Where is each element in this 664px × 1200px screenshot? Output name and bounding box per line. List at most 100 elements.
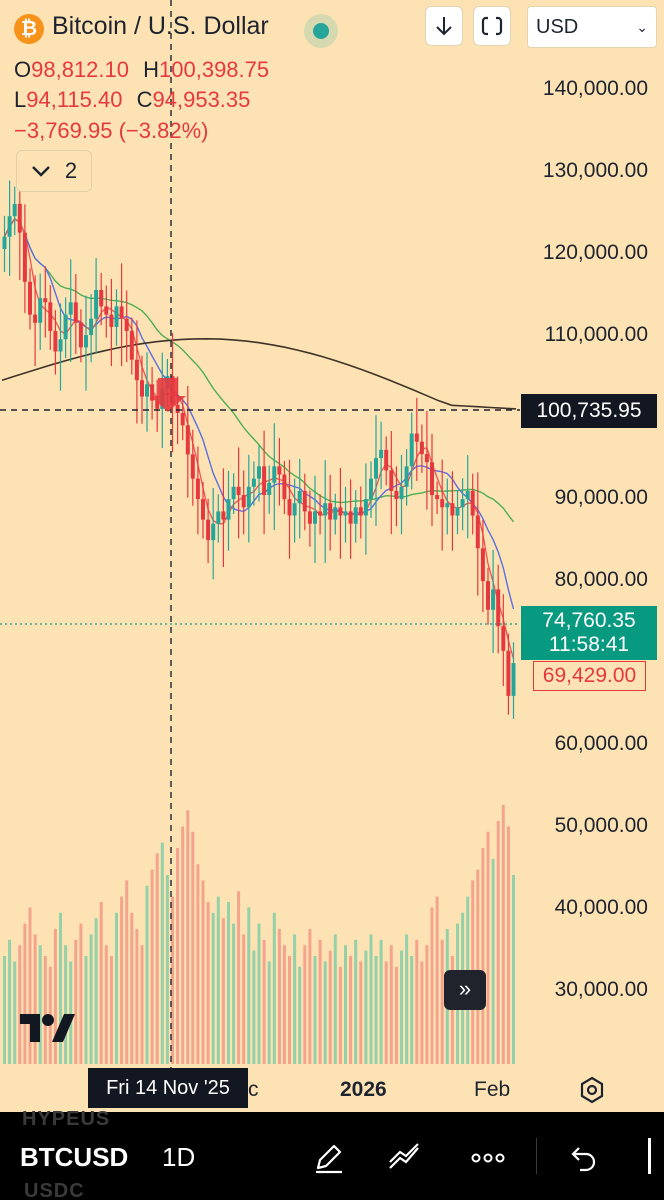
bitcoin-logo-icon: ₿ <box>14 14 44 44</box>
candle-body <box>440 499 445 508</box>
arrow-down-icon <box>436 17 452 36</box>
candle-body <box>206 519 211 541</box>
volume-bar <box>150 869 154 1064</box>
candle-body <box>282 474 287 500</box>
last-price-label: 74,760.35 11:58:41 <box>521 606 657 660</box>
symbol-title[interactable]: Bitcoin / U.S. Dollar <box>52 12 269 40</box>
volume-bar <box>293 934 297 1064</box>
volume-bar <box>43 956 47 1064</box>
candle-body <box>22 232 27 282</box>
candle-body <box>150 384 155 401</box>
candle-body <box>369 478 373 500</box>
candle-body <box>89 318 94 336</box>
candle-body <box>262 466 267 495</box>
candle-body <box>307 511 312 524</box>
volume-bar <box>64 945 68 1064</box>
candle-body <box>211 523 216 541</box>
candle-body <box>348 511 353 524</box>
tradingview-logo-icon[interactable] <box>18 1012 76 1044</box>
symbol-selector[interactable]: BTCUSD <box>20 1142 129 1172</box>
candle-body <box>450 503 455 516</box>
chart-settings-gear-icon[interactable] <box>578 1076 606 1104</box>
candle-body <box>292 503 297 516</box>
candle-body <box>201 499 205 520</box>
candle-body <box>12 203 17 217</box>
candle-body <box>114 306 119 327</box>
volume-bar <box>115 912 118 1064</box>
trend-line-tools-button[interactable] <box>380 1136 428 1180</box>
volume-bar <box>318 939 322 1064</box>
volume-bar <box>201 880 205 1064</box>
low-label: L <box>14 87 27 112</box>
more-button[interactable] <box>464 1136 512 1180</box>
crosshair-date-label: Fri 14 Nov '25 <box>88 1068 248 1108</box>
volume-bar <box>79 923 83 1064</box>
candle-body <box>374 458 378 479</box>
volume-bar <box>186 810 190 1064</box>
redo-button-edge[interactable] <box>648 1138 651 1174</box>
price-tick: 120,000.00 <box>542 241 648 264</box>
interval-selector[interactable]: 1D <box>162 1142 196 1172</box>
volume-bar <box>165 875 169 1064</box>
indicators-toggle-button[interactable]: 2 <box>16 150 92 192</box>
drawing-tools-button[interactable] <box>304 1136 352 1180</box>
currency-select[interactable]: USD ⌄ <box>527 6 657 48</box>
candle-body <box>430 462 434 495</box>
volume-bar <box>18 945 22 1064</box>
ohlc-row-1: O98,812.10 H100,398.75 <box>14 57 269 83</box>
open-label: O <box>14 57 32 82</box>
volume-bar <box>69 961 73 1064</box>
candle-body <box>511 663 516 696</box>
volume-bars <box>3 804 515 1064</box>
candle-body <box>119 306 124 319</box>
candle-body <box>84 335 88 348</box>
volume-bar <box>344 945 347 1064</box>
volume-bar <box>237 891 241 1064</box>
pen-icon <box>316 1144 342 1174</box>
time-label-month: Feb <box>474 1078 511 1101</box>
candle-body <box>501 626 506 651</box>
candle-body <box>78 322 83 348</box>
open-value: 98,812.10 <box>31 57 129 82</box>
volume-bar <box>242 934 246 1064</box>
volume-bar <box>496 821 500 1064</box>
fullscreen-button[interactable] <box>473 6 511 46</box>
volume-bar <box>130 912 134 1064</box>
high-value: 100,398.75 <box>159 57 270 82</box>
volume-bar <box>227 902 230 1064</box>
candle-body <box>226 499 231 520</box>
candle-body <box>491 589 496 610</box>
candle-body <box>267 482 272 495</box>
candle-body <box>358 507 363 516</box>
volume-bar <box>303 945 307 1064</box>
candle-body <box>318 511 323 516</box>
candle-body <box>419 441 424 454</box>
candle-body <box>185 425 190 455</box>
bottom-toolbar <box>0 1112 664 1200</box>
volume-bar <box>481 848 485 1064</box>
candle-body <box>17 203 22 233</box>
volume-bar <box>109 956 113 1064</box>
low-value: 94,115.40 <box>26 87 123 112</box>
volume-bar <box>277 929 281 1064</box>
candle-body <box>409 433 414 467</box>
volume-bar <box>400 950 403 1064</box>
download-button[interactable] <box>425 6 463 46</box>
price-chart[interactable] <box>0 0 664 1112</box>
candle-body <box>94 290 99 319</box>
candle-body <box>155 400 160 409</box>
scroll-to-realtime-button[interactable]: » <box>444 970 486 1010</box>
volume-bar <box>349 956 353 1064</box>
symbol-list-prev[interactable]: HYPEUS <box>22 1108 111 1130</box>
candle-body <box>328 503 333 520</box>
candle-body <box>470 490 475 516</box>
candle-body <box>277 466 282 475</box>
candle-body <box>363 499 368 516</box>
symbol-list-next[interactable]: USDC <box>24 1180 85 1200</box>
candle-body <box>104 306 109 315</box>
volume-bar <box>364 950 368 1064</box>
volume-bar <box>354 939 358 1064</box>
candle-body <box>99 290 104 307</box>
time-label-partial: c <box>248 1078 259 1101</box>
undo-button[interactable] <box>558 1136 606 1180</box>
